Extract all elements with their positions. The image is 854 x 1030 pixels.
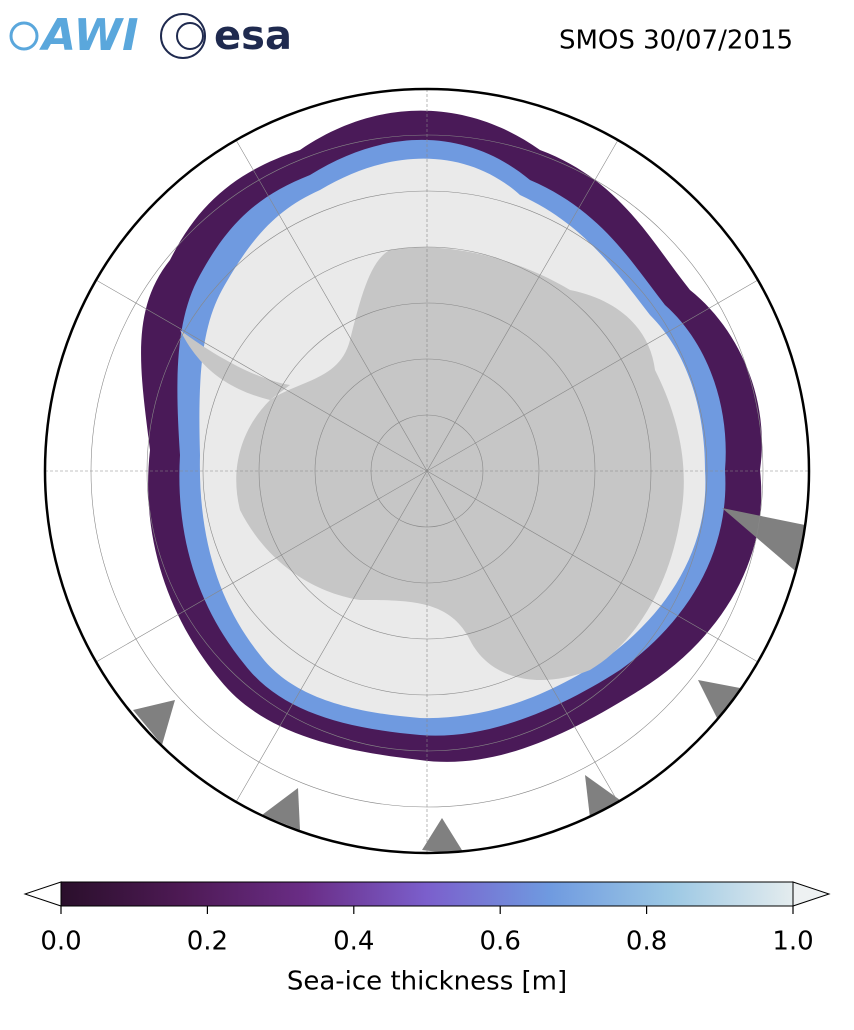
awi-text: AWI <box>39 10 139 61</box>
land-masks <box>133 508 805 853</box>
colorbar-label: Sea-ice thickness [m] <box>287 967 567 997</box>
colorbar-tick-label: 0.4 <box>333 927 374 957</box>
map <box>45 89 809 853</box>
colorbar-tick-label: 0.2 <box>187 927 228 957</box>
colorbar-under <box>23 881 62 907</box>
esa-logo: esa <box>160 13 292 59</box>
awi-logo: AWI <box>9 10 139 61</box>
colorbar-tick-label: 0.8 <box>626 927 667 957</box>
colorbar-scale <box>60 881 794 907</box>
title: SMOS 30/07/2015 <box>559 26 793 56</box>
antarctica <box>180 247 684 681</box>
colorbar-tick-label: 0.6 <box>480 927 521 957</box>
colorbar: 0.0 0.2 0.4 0.6 0.8 1.0 <box>23 881 831 957</box>
graticule <box>45 89 809 853</box>
map-frame <box>43 87 811 855</box>
colorbar-tick-label: 0.0 <box>40 927 81 957</box>
colorbar-over <box>792 881 831 907</box>
colorbar-tick-label: 1.0 <box>772 927 813 957</box>
esa-text: esa <box>214 13 292 59</box>
